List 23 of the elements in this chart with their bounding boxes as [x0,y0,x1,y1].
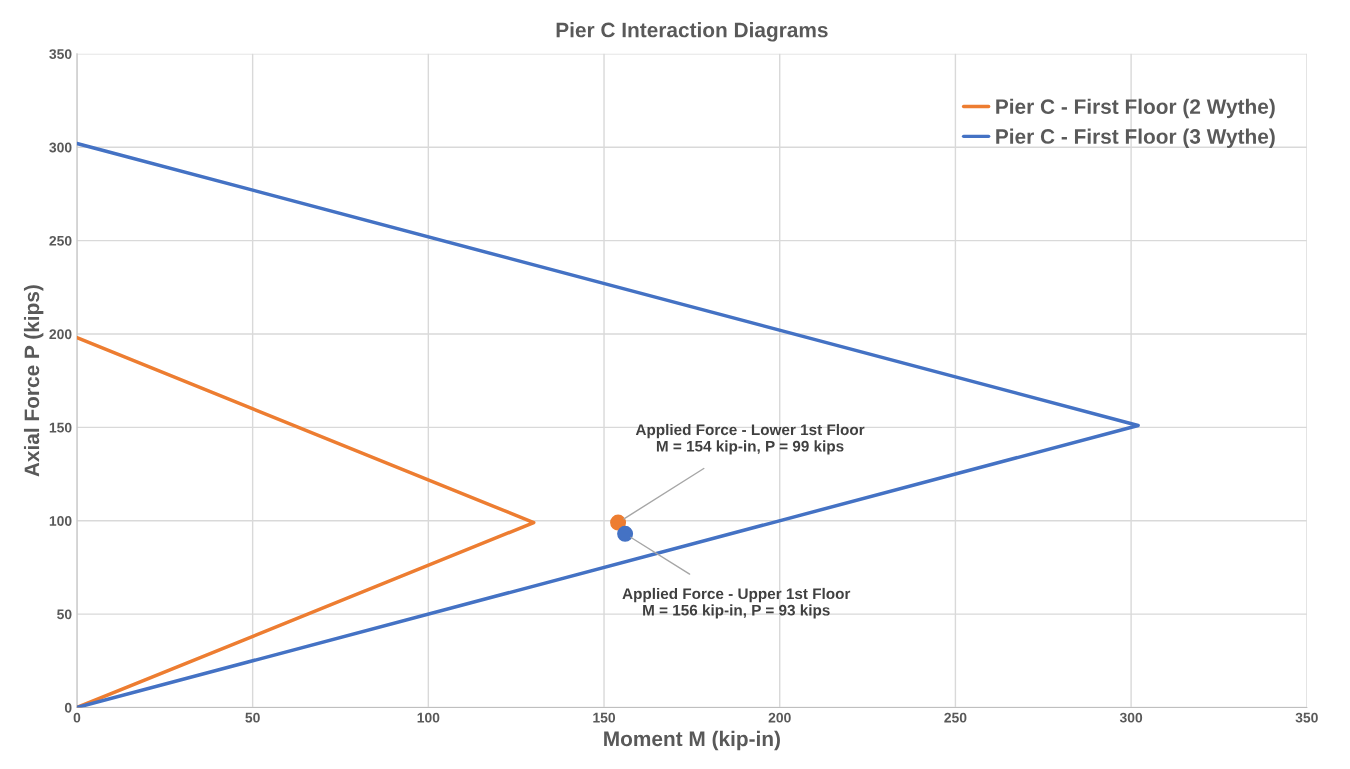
y-tick-label: 100 [49,516,72,526]
legend-label: Pier C - First Floor (3 Wythe) [996,128,1275,148]
y-tick-label: 250 [49,235,72,246]
y-tick-label: 50 [57,609,72,620]
x-tick-label: 200 [768,712,791,723]
x-tick-label: 100 [417,712,440,723]
y-tick-label: 350 [49,49,72,60]
x-axis-title: Moment M (kip-in) [604,730,780,751]
annotation: Applied Force - Upper 1st Floor M = 156 kip-in, P = 93 kips [622,587,851,619]
y-tick-label: 0 [64,702,72,713]
x-tick-label: 250 [944,712,967,723]
legend-label: Pier C - First Floor (2 Wythe) [996,98,1275,119]
x-tick-label: 300 [1119,712,1143,723]
x-tick-label: 150 [593,712,616,723]
y-tick-label: 200 [49,329,72,340]
y-tick-label: 150 [49,422,72,433]
x-tick-label: 350 [1295,712,1318,723]
annotation: Applied Force - Lower 1st Floor M = 154 kip-in, P = 99 kips [635,423,865,455]
x-tick-label: 0 [73,712,81,723]
x-tick-label: 50 [245,712,260,723]
chart-title: Pier C Interaction Diagrams [556,22,828,42]
y-tick-label: 300 [49,142,72,153]
y-axis-title: Axial Force P (kips) [23,285,44,477]
